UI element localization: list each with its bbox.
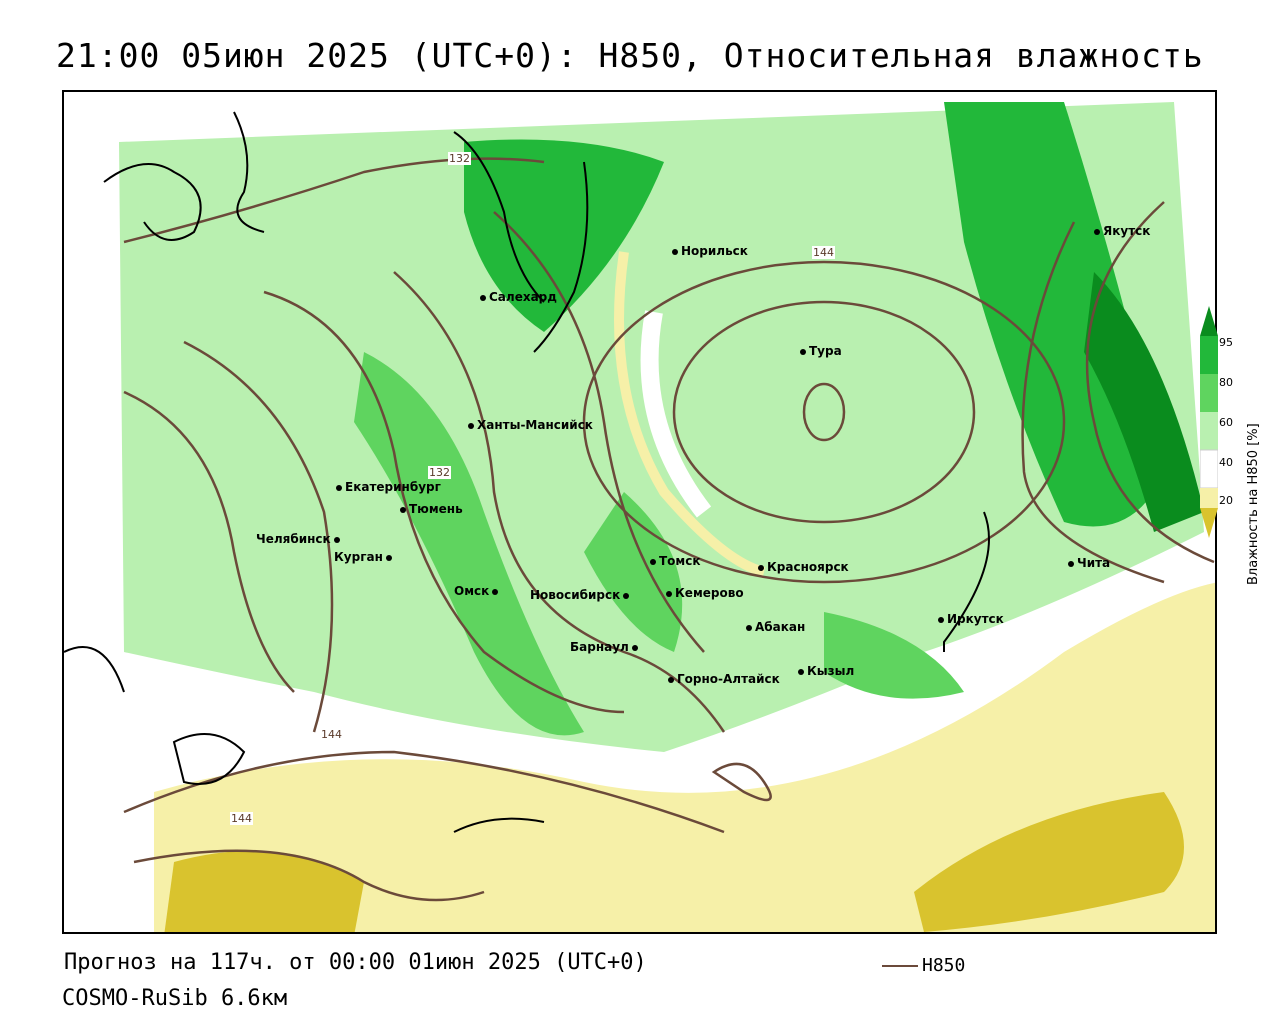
city-yakutsk: Якутск [1094, 224, 1150, 238]
city-norilsk: Норильск [672, 244, 748, 258]
colorbar-segment [1200, 488, 1218, 508]
colorbar-segment [1200, 412, 1218, 450]
contour-legend-line [882, 964, 918, 967]
city-tyumen: Тюмень [400, 502, 463, 516]
contour-label: 132 [448, 152, 471, 165]
city-khanty-mansiysk: Ханты-Мансийск [468, 418, 593, 432]
contour-label: 144 [812, 246, 835, 259]
moist-patch-sayan [824, 612, 964, 699]
city-ekaterinburg: Екатеринбург [336, 480, 441, 494]
dry-core-south [164, 850, 364, 932]
contour-legend: H850 [882, 955, 965, 976]
dry-arc-yenisei [614, 251, 766, 577]
dry-core-east [914, 792, 1184, 932]
city-chita: Чита [1068, 556, 1110, 570]
dry-zone-south [154, 582, 1215, 932]
city-tomsk: Томск [650, 554, 701, 568]
colorbar-tick: 80 [1219, 376, 1233, 389]
colorbar-tick: 40 [1219, 456, 1233, 469]
contour-legend-label: H850 [922, 955, 966, 976]
city-omsk: Омск [454, 584, 501, 598]
colorbar-segment [1200, 374, 1218, 412]
moist-core-east [1084, 272, 1204, 532]
moist-band-west [354, 352, 584, 736]
forecast-info: Прогноз на 117ч. от 00:00 01июн 2025 (UT… [64, 950, 647, 975]
city-barnaul: Барнаул [570, 640, 641, 654]
colorbar-segment [1200, 449, 1218, 489]
contour-label: 132 [428, 466, 451, 479]
colorbar-label: Влажность на H850 [%] [1246, 423, 1261, 585]
colorbar-segment [1200, 336, 1218, 374]
colorbar-bottom-arrow [1200, 508, 1218, 538]
colorbar-tick: 95 [1219, 336, 1233, 349]
moist-band-east [944, 102, 1164, 527]
city-tura: Тура [800, 344, 842, 358]
city-gorno-altaysk: Горно-Алтайск [668, 672, 780, 686]
city-krasnoyarsk: Красноярск [758, 560, 849, 574]
white-gap-yenisei [640, 310, 712, 518]
city-kemerovo: Кемерово [666, 586, 744, 600]
colorbar-top-arrow [1200, 306, 1218, 336]
h850-contours [123, 157, 1215, 902]
humidity-field [64, 102, 1215, 932]
contour-label: 144 [230, 812, 253, 825]
moist-patch-center [584, 492, 683, 652]
colorbar-tick: 20 [1219, 494, 1233, 507]
model-name: COSMO-RuSib 6.6км [62, 986, 288, 1011]
map-title: 21:00 05июн 2025 (UTC+0): H850, Относите… [56, 36, 1204, 75]
coastlines [64, 111, 990, 833]
city-abakan: Абакан [746, 620, 805, 634]
city-irkutsk: Иркутск [938, 612, 1004, 626]
colorbar-tick: 60 [1219, 416, 1233, 429]
map-area[interactable]: 132 132 144 144 144 Якутск Норильск Сале… [62, 90, 1217, 934]
city-kurgan: Курган [334, 550, 395, 564]
city-salekhard: Салехард [480, 290, 557, 304]
city-kyzyl: Кызыл [798, 664, 854, 678]
moist-band-north [464, 139, 664, 332]
colorbar [1200, 306, 1218, 538]
city-chelyabinsk: Челябинск [256, 532, 343, 546]
city-novosibirsk: Новосибирск [530, 588, 632, 602]
contour-label: 144 [320, 728, 343, 741]
